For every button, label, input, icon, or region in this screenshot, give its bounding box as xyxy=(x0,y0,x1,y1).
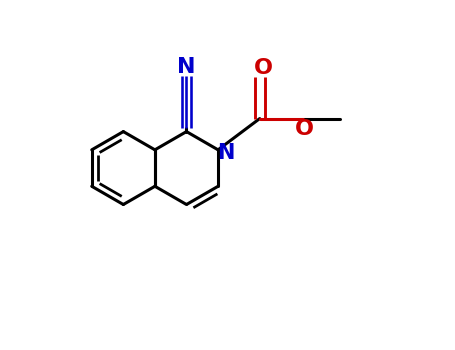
Text: N: N xyxy=(177,57,196,77)
Text: O: O xyxy=(295,119,314,139)
Text: N: N xyxy=(217,143,234,163)
Text: O: O xyxy=(254,58,273,78)
